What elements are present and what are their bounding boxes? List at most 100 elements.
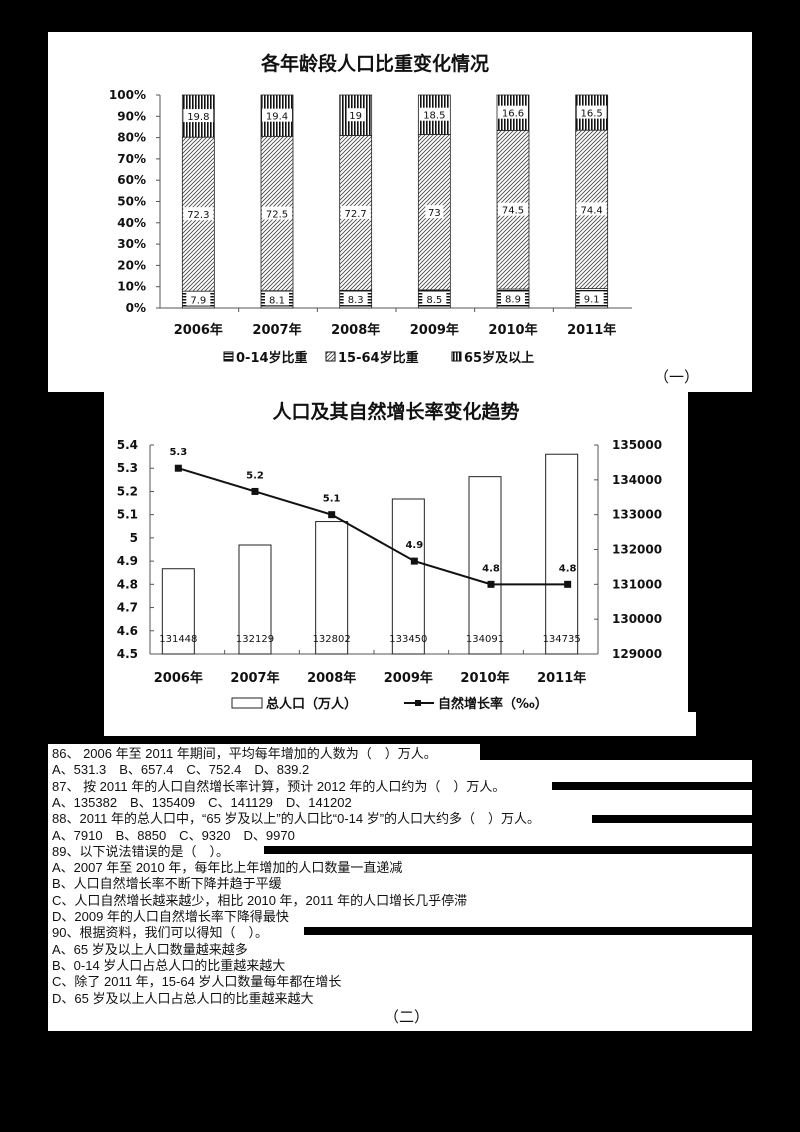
x-category-label: 2009年 — [384, 670, 433, 686]
bar-value-label: 133450 — [389, 634, 427, 645]
x-category-label: 2009年 — [410, 322, 459, 338]
left-y-tick-label: 4.9 — [117, 554, 138, 568]
data-label: 8.1 — [269, 295, 285, 306]
y-tick-label: 90% — [117, 109, 146, 123]
population-bar — [468, 476, 502, 655]
legend-swatch — [223, 351, 234, 362]
x-category-label: 2007年 — [230, 670, 279, 686]
data-label: 74.4 — [581, 205, 603, 216]
x-category-label: 2008年 — [331, 322, 380, 338]
chart2-bars: 131448 132129 132802 133450 134091 134735 — [159, 453, 581, 655]
left-y-tick-label: 5.1 — [117, 508, 138, 522]
line-value-label: 4.8 — [559, 563, 577, 574]
question-option: A、7910 B、8850 C、9320 D、9970 — [52, 827, 295, 843]
left-y-tick-label: 4.5 — [117, 647, 138, 661]
bar-value-label: 132802 — [313, 634, 351, 645]
question-stem: 88、2011 年的总人口中，“65 岁及以上”的人口比“0-14 岁”的人口大… — [52, 811, 541, 827]
y-tick-label: 0% — [126, 301, 146, 315]
line-marker — [564, 580, 572, 588]
data-label: 7.9 — [190, 296, 206, 307]
right-y-tick-label: 134000 — [612, 473, 662, 487]
line-marker — [174, 464, 182, 472]
chart1-legend: 0-14岁比重 15-64岁比重 65岁及以上 — [223, 350, 534, 366]
legend-label: 65岁及以上 — [464, 350, 534, 366]
line-value-label: 5.1 — [323, 494, 341, 505]
population-trend-chart-panel: 人口及其自然增长率变化趋势 4.5 4.6 4.7 4.8 4.9 5 5.1 5.2 5.3 5… — [104, 392, 688, 712]
right-y-tick-label: 130000 — [612, 612, 662, 626]
question-option: A、2007 年至 2010 年，每年比上年增加的人口数量一直递减 — [52, 860, 403, 876]
left-y-tick-label: 5.2 — [117, 484, 138, 498]
right-y-tick-label: 129000 — [612, 647, 662, 661]
legend-label: 0-14岁比重 — [236, 350, 308, 366]
data-label: 16.5 — [581, 109, 603, 120]
right-y-tick-label: 133000 — [612, 508, 662, 522]
legend-label: 总人口（万人） — [266, 696, 357, 712]
left-y-tick-label: 5 — [130, 531, 138, 545]
chart1-title: 各年龄段人口比重变化情况 — [260, 52, 489, 75]
y-tick-label: 30% — [117, 237, 146, 251]
data-label: 19.8 — [187, 112, 209, 123]
chart2-legend: 总人口（万人） 自然增长率（‰） — [231, 696, 548, 712]
bar-value-label: 134091 — [466, 634, 504, 645]
questions-panel: 86、 2006 年至 2011 年期间，平均每年增加的人数为（ ）万人。 A、5… — [48, 744, 752, 1031]
x-category-label: 2011年 — [567, 322, 616, 338]
bar-value-label: 131448 — [159, 634, 197, 645]
y-tick-label: 20% — [117, 258, 146, 272]
line-marker — [251, 487, 259, 495]
line-marker — [410, 557, 418, 565]
right-y-tick-label: 135000 — [612, 438, 662, 452]
bar-value-label: 132129 — [236, 634, 274, 645]
population-bar — [315, 521, 349, 655]
question-option: B、人口自然增长率不断下降并趋于平缓 — [52, 876, 282, 892]
chart1-bars: 7.9 72.3 19.8 8.1 72.5 19.4 8.3 72.7 19 8.5 73 18.5… — [181, 94, 609, 309]
x-category-label: 2006年 — [154, 670, 203, 686]
line-marker — [328, 511, 336, 519]
question-option: D、65 岁及以上人口占总人口的比重越来越大 — [52, 990, 314, 1006]
line-value-label: 4.9 — [405, 540, 423, 551]
x-category-label: 2010年 — [488, 322, 537, 338]
left-y-tick-label: 5.3 — [117, 461, 138, 475]
question-stem: 86、 2006 年至 2011 年期间，平均每年增加的人数为（ ）万人。 — [52, 746, 437, 761]
legend-label: 自然增长率（‰） — [438, 696, 548, 712]
y-tick-label: 70% — [117, 152, 146, 166]
question-option: A、531.3 B、657.4 C、752.4 D、839.2 — [52, 762, 310, 778]
section-mark-1: （一） — [654, 368, 700, 386]
data-label: 8.5 — [426, 295, 442, 306]
redaction-bar — [304, 927, 752, 935]
right-y-tick-label: 132000 — [612, 543, 662, 557]
chart2-line: 5.3 5.2 5.1 4.9 4.8 4.8 — [169, 447, 577, 588]
legend-swatch-bar — [231, 697, 263, 709]
data-label: 72.5 — [266, 210, 288, 221]
redaction-bar — [480, 744, 760, 760]
question-option: C、除了 2011 年，15-64 岁人口数量每年都在增长 — [52, 974, 342, 990]
question-option: D、2009 年的人口自然增长率下降得最快 — [52, 909, 289, 924]
left-y-tick-label: 4.8 — [117, 577, 138, 591]
question-stem: 89、以下说法错误的是（ ）。 — [52, 843, 229, 859]
chart2-axes: 4.5 4.6 4.7 4.8 4.9 5 5.1 5.2 5.3 5.4 129000 130000… — [117, 438, 662, 686]
legend-label: 15-64岁比重 — [338, 350, 419, 366]
x-category-label: 2011年 — [537, 670, 586, 686]
population-bar — [545, 453, 579, 655]
data-label: 9.1 — [584, 294, 600, 305]
y-tick-label: 60% — [117, 173, 146, 187]
y-tick-label: 80% — [117, 131, 146, 145]
bar-value-label: 134735 — [543, 634, 581, 645]
section-mark-2: （二） — [384, 1008, 430, 1026]
data-label: 19.4 — [266, 112, 288, 123]
growth-rate-line — [178, 467, 568, 586]
data-label: 72.7 — [345, 209, 367, 220]
data-label: 16.6 — [502, 109, 524, 120]
line-value-label: 5.3 — [169, 447, 187, 458]
y-tick-label: 100% — [109, 88, 146, 102]
right-y-tick-label: 131000 — [612, 577, 662, 591]
redaction-bar — [552, 782, 752, 790]
population-bar — [161, 568, 195, 655]
question-option: A、135382 B、135409 C、141129 D、141202 — [52, 794, 352, 810]
line-value-label: 5.2 — [246, 470, 264, 481]
data-label: 72.3 — [187, 210, 209, 221]
question-option: A、65 岁及以上人口数量越来越多 — [52, 941, 248, 957]
x-category-label: 2010年 — [460, 670, 509, 686]
data-label: 18.5 — [423, 111, 445, 122]
chart2-title: 人口及其自然增长率变化趋势 — [272, 400, 519, 423]
legend-swatch — [325, 351, 336, 362]
